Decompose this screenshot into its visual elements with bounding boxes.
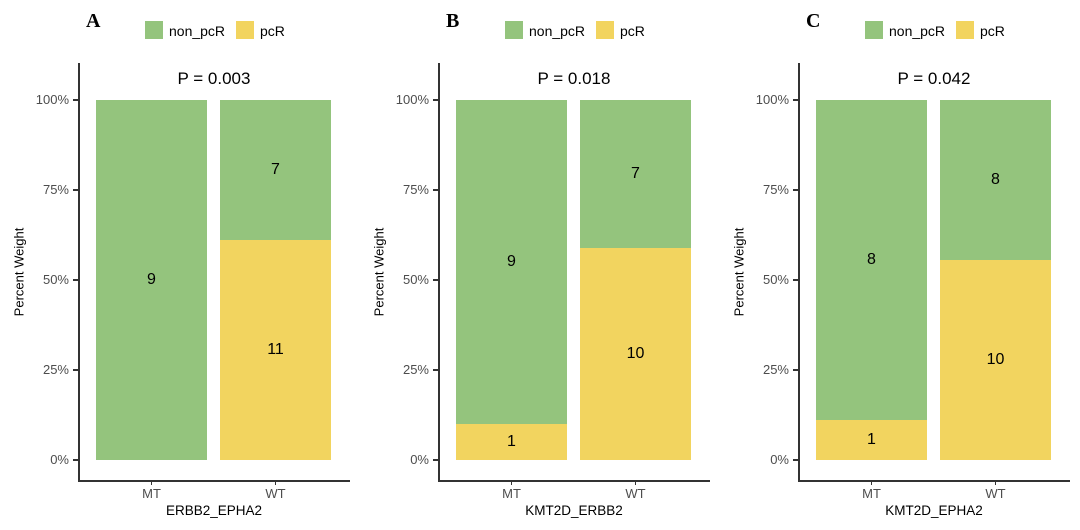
x-tick-label-WT: WT	[265, 486, 286, 501]
y-tick-label: 50%	[402, 272, 429, 287]
segment-label-pcR: 10	[986, 351, 1005, 368]
y-tick-mark	[793, 459, 798, 461]
y-axis-title: Percent Weight	[731, 227, 747, 316]
x-axis-title: KMT2D_EPHA2	[885, 503, 983, 518]
x-axis-line	[78, 480, 350, 482]
segment-label-non_pcR: 7	[631, 165, 640, 183]
x-tick-label-WT: WT	[625, 486, 646, 501]
y-tick-mark	[433, 189, 438, 191]
legend-label-non_pcR: non_pcR	[529, 23, 586, 39]
y-axis-line	[78, 63, 80, 480]
segment-label-pcR: 1	[507, 433, 516, 450]
x-tick-mark	[994, 480, 997, 485]
segment-label-non_pcR: 8	[991, 171, 1000, 188]
y-tick-mark	[433, 369, 438, 371]
y-tick-label: 75%	[762, 182, 789, 197]
y-tick-label: 25%	[42, 362, 69, 377]
legend-label-pcR: pcR	[620, 23, 645, 39]
y-tick-label: 100%	[35, 92, 69, 107]
bar-WT-segment-non_pcR	[580, 100, 691, 249]
legend-swatch-pcR	[236, 21, 254, 39]
segment-label-pcR: 1	[867, 431, 876, 448]
x-axis-title: ERBB2_EPHA2	[165, 503, 263, 518]
y-tick-mark	[793, 189, 798, 191]
y-tick-mark	[73, 369, 78, 371]
y-tick-label: 50%	[762, 272, 789, 287]
y-axis-title: Percent Weight	[11, 227, 27, 316]
y-tick-mark	[73, 459, 78, 461]
y-tick-label: 0%	[410, 452, 429, 467]
x-tick-label-MT: MT	[502, 486, 521, 501]
x-tick-label-MT: MT	[862, 486, 881, 501]
x-tick-label-WT: WT	[985, 486, 1006, 501]
bar-WT-segment-non_pcR	[220, 100, 331, 240]
legend-label-pcR: pcR	[980, 23, 1005, 39]
y-tick-label: 25%	[402, 362, 429, 377]
segment-label-non_pcR: 7	[271, 161, 280, 178]
segment-label-pcR: 11	[267, 341, 284, 358]
segment-label-pcR: 10	[626, 345, 645, 363]
x-tick-mark	[870, 480, 873, 485]
legend-label-non_pcR: non_pcR	[889, 23, 946, 39]
x-tick-mark	[510, 480, 513, 485]
legend-swatch-pcR	[596, 21, 614, 39]
bar-WT-segment-pcR	[220, 240, 331, 460]
segment-label-non_pcR: 9	[507, 253, 516, 270]
panel-letter: A	[86, 10, 101, 32]
bar-MT-segment-pcR	[816, 420, 927, 460]
legend-label-pcR: pcR	[260, 23, 285, 39]
segment-label-non_pcR: 8	[867, 251, 876, 268]
y-tick-label: 100%	[395, 92, 429, 107]
bar-MT-segment-non_pcR	[816, 100, 927, 420]
y-axis-line	[438, 63, 440, 480]
panel-letter: C	[806, 10, 821, 32]
p-value-label: P = 0.018	[537, 69, 611, 88]
p-value-label: P = 0.042	[897, 69, 971, 88]
y-tick-mark	[73, 189, 78, 191]
x-tick-mark	[150, 480, 153, 485]
legend-swatch-non_pcR	[505, 21, 523, 39]
legend-swatch-pcR	[956, 21, 974, 39]
y-tick-mark	[793, 279, 798, 281]
legend-swatch-non_pcR	[865, 21, 883, 39]
y-tick-label: 75%	[42, 182, 69, 197]
x-axis-line	[438, 480, 710, 482]
segment-label-non_pcR: 9	[147, 271, 156, 288]
x-axis-title: KMT2D_ERBB2	[525, 503, 623, 518]
x-axis-line	[798, 480, 1070, 482]
p-value-label: P = 0.003	[177, 69, 251, 88]
y-axis-line	[798, 63, 800, 480]
y-tick-mark	[73, 99, 78, 101]
y-tick-label: 0%	[50, 452, 69, 467]
y-tick-label: 0%	[770, 452, 789, 467]
y-tick-mark	[433, 99, 438, 101]
x-tick-label-MT: MT	[142, 486, 161, 501]
bar-WT-segment-pcR	[580, 248, 691, 460]
y-tick-mark	[433, 459, 438, 461]
bar-MT-segment-pcR	[456, 424, 567, 460]
legend-swatch-non_pcR	[145, 21, 163, 39]
y-tick-mark	[433, 279, 438, 281]
bar-MT-segment-non_pcR	[456, 100, 567, 424]
panel-letter: B	[446, 10, 460, 32]
bar-MT-segment-non_pcR	[96, 100, 207, 460]
x-tick-mark	[634, 480, 637, 485]
y-tick-mark	[793, 99, 798, 101]
y-axis-title: Percent Weight	[371, 227, 387, 316]
legend-label-non_pcR: non_pcR	[169, 23, 226, 39]
y-tick-label: 25%	[762, 362, 789, 377]
x-tick-mark	[274, 480, 277, 485]
bar-WT-segment-pcR	[940, 260, 1051, 460]
bar-WT-segment-non_pcR	[940, 100, 1051, 260]
y-tick-label: 50%	[42, 272, 69, 287]
y-tick-label: 75%	[402, 182, 429, 197]
y-tick-mark	[793, 369, 798, 371]
y-tick-label: 100%	[755, 92, 789, 107]
y-tick-mark	[73, 279, 78, 281]
